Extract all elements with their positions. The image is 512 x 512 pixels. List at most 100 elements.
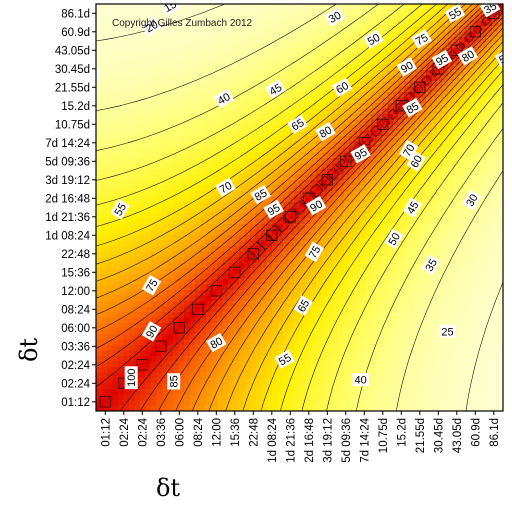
heat-cell [327,163,334,170]
heat-cell [409,339,416,346]
heat-cell [222,158,229,165]
heat-cell [206,235,213,242]
heat-cell [294,202,301,209]
heat-cell [382,42,389,49]
heat-cell [294,108,301,115]
heat-cell [151,108,158,115]
heat-cell [200,59,207,66]
heat-cell [283,15,290,22]
heat-cell [167,81,174,88]
heat-cell [459,213,466,220]
heat-cell [195,257,202,264]
heat-cell [365,185,372,192]
heat-cell [415,20,422,27]
heat-cell [415,141,422,148]
heat-cell [200,108,207,115]
heat-cell [376,246,383,253]
heat-cell [442,185,449,192]
heat-cell [398,317,405,324]
heat-cell [294,169,301,176]
heat-cell [360,213,367,220]
heat-cell [316,257,323,264]
heat-cell [431,273,438,280]
heat-cell [178,163,185,170]
heat-cell [244,147,251,154]
heat-cell [332,152,339,159]
heat-cell [233,125,240,132]
heat-cell [167,15,174,22]
heat-cell [475,202,482,209]
heat-cell [239,97,246,104]
heat-cell [409,279,416,286]
heat-cell [448,251,455,258]
heat-cell [343,53,350,60]
heat-cell [101,119,108,126]
heat-cell [398,108,405,115]
heat-cell [310,125,317,132]
heat-cell [129,48,136,55]
heat-cell [206,147,213,154]
heat-cell [255,37,262,44]
heat-cell [332,246,339,253]
heat-cell [123,246,130,253]
heat-cell [486,103,493,110]
heat-cell [107,114,114,121]
heat-cell [321,262,328,269]
heat-cell [343,273,350,280]
heat-cell [321,37,328,44]
heat-cell [96,229,103,236]
heat-cell [365,136,372,143]
heat-cell [140,147,147,154]
heat-cell [470,158,477,165]
heat-cell [316,81,323,88]
heat-cell [272,97,279,104]
heat-cell [387,141,394,148]
heat-cell [288,97,295,104]
heat-cell [217,163,224,170]
heat-cell [437,48,444,55]
heat-cell [118,185,125,192]
heat-cell [277,191,284,198]
heat-cell [266,59,273,66]
heat-cell [486,141,493,148]
heat-cell [327,229,334,236]
heat-cell [151,257,158,264]
heat-cell [420,257,427,264]
heat-cell [343,26,350,33]
heat-cell [360,262,367,269]
heat-cell [382,257,389,264]
heat-cell [156,103,163,110]
heat-cell [261,152,268,159]
heat-cell [387,367,394,374]
heat-cell [371,312,378,319]
heat-cell [184,125,191,132]
heat-cell [244,59,251,66]
heat-cell [233,317,240,324]
heat-cell [162,323,169,330]
heat-cell [96,158,103,165]
heat-cell [343,147,350,154]
heat-cell [222,114,229,121]
heat-cell [371,367,378,374]
heat-cell [310,279,317,286]
heat-cell [167,180,174,187]
heat-cell [156,301,163,308]
heat-cell [486,301,493,308]
heat-cell [310,48,317,55]
heat-cell [338,31,345,38]
heat-cell [376,75,383,82]
heat-cell [437,339,444,346]
heat-cell [129,97,136,104]
heat-cell [140,174,147,181]
heat-cell [145,92,152,99]
heat-cell [288,169,295,176]
heat-cell [305,273,312,280]
heat-cell [415,350,422,357]
heat-cell [448,268,455,275]
heat-cell [459,125,466,132]
heat-cell [222,246,229,253]
heat-cell [189,356,196,363]
heat-cell [255,48,262,55]
heat-cell [327,240,334,247]
heat-cell [222,81,229,88]
